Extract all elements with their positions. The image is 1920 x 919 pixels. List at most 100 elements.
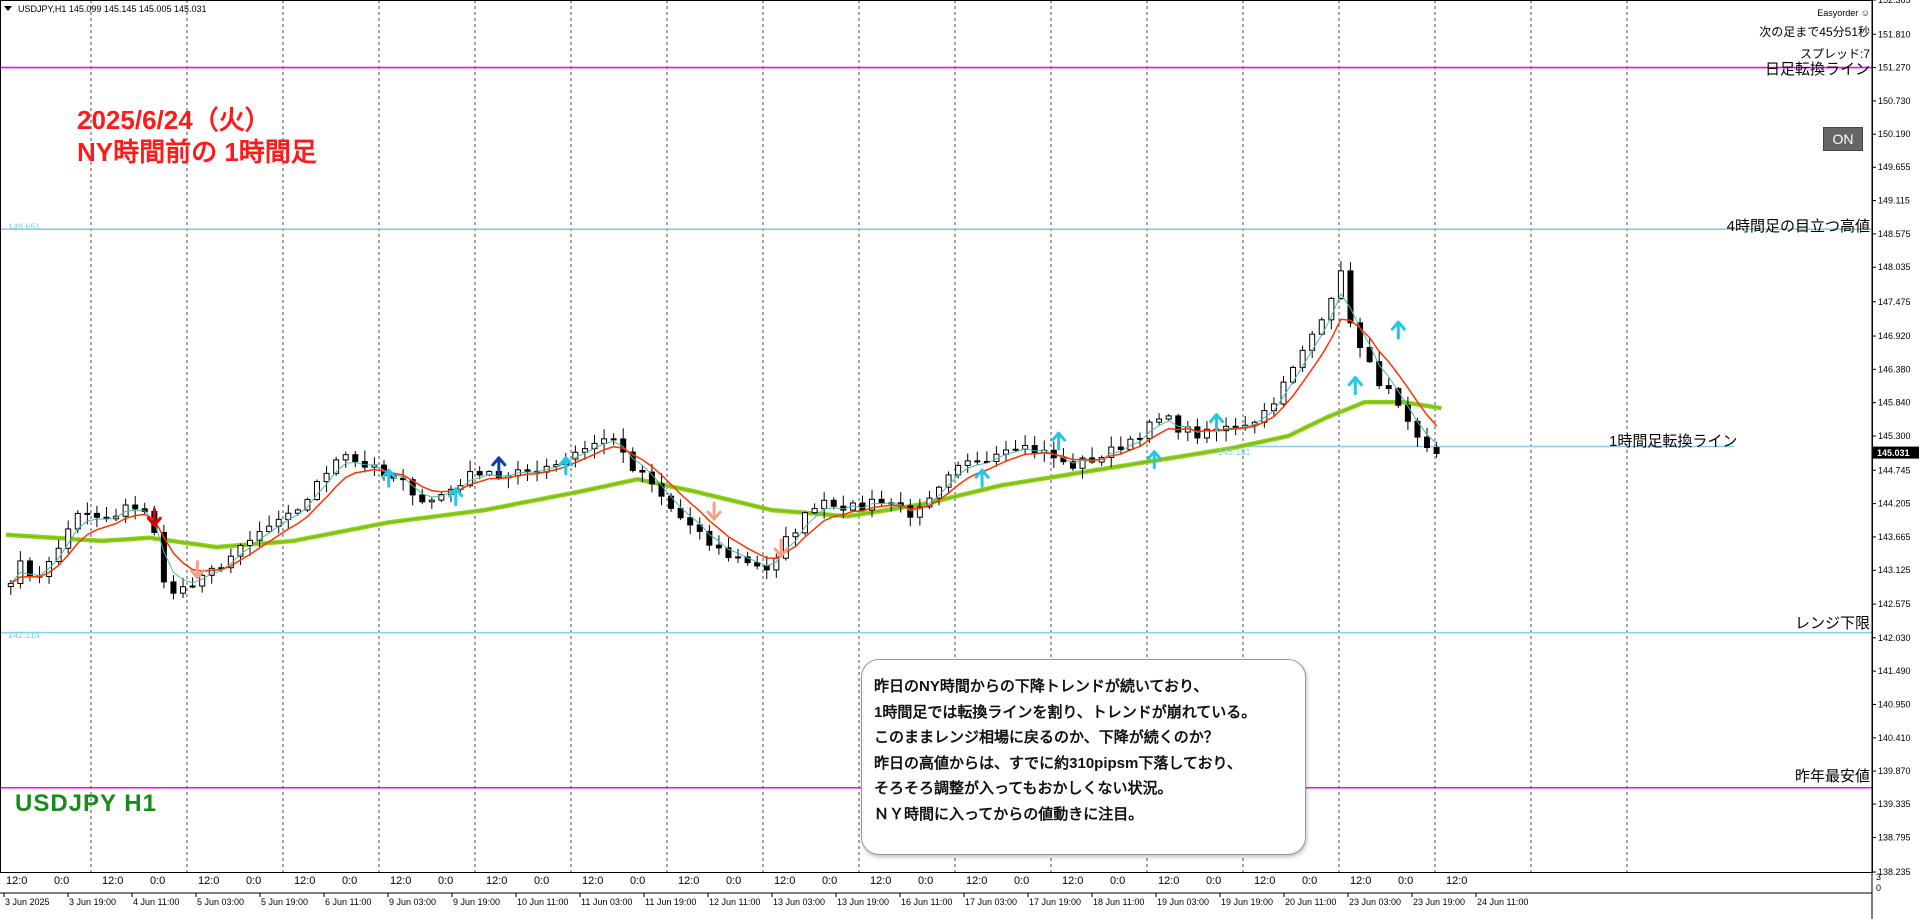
candle-body: [227, 555, 234, 569]
y-tick-label: 139.335: [1878, 799, 1911, 809]
y-tick-label: 144.205: [1878, 499, 1911, 509]
y-tick-label: 138.235: [1878, 867, 1911, 877]
candle: [1098, 455, 1105, 466]
candle-body: [84, 512, 91, 515]
candle-body: [1357, 322, 1364, 349]
y-tick-label: 140.410: [1878, 733, 1911, 743]
x-minor-tick-label: 12:0: [198, 875, 219, 887]
x-major-tick-label: 5 Jun 19:00: [261, 897, 308, 907]
ea-on-button[interactable]: ON: [1823, 127, 1863, 151]
candle-body: [1165, 415, 1172, 420]
candle-body: [1433, 447, 1440, 454]
candle: [658, 473, 665, 506]
candle-body: [859, 502, 866, 511]
candle: [983, 451, 990, 464]
x-minor-tick-label: 0:0: [630, 875, 645, 887]
candle: [7, 579, 14, 595]
next-bar-timer: 次の足まで45分51秒: [1759, 25, 1870, 39]
spread-readout: スプレッド:7: [1799, 47, 1870, 61]
fast-ma-line: [10, 318, 1438, 585]
candle: [1328, 297, 1335, 330]
candle: [227, 548, 234, 574]
candle-body: [1156, 418, 1163, 423]
dropdown-icon[interactable]: [4, 6, 12, 11]
x-minor-tick-label: 12:0: [1158, 875, 1179, 887]
note-line: 昨日の高値からは、すでに約310pipsm下落しており、: [874, 754, 1242, 772]
symbol-label: USDJPY H1: [15, 790, 157, 817]
candle: [945, 471, 952, 495]
candle-body: [639, 469, 646, 473]
candle: [715, 535, 722, 555]
candle: [1184, 421, 1191, 442]
candle: [1404, 396, 1411, 430]
x-axis-ticks: 12:0 0:0 12:0 0:0 12:0 0:0 12:0 0:0 12:0 0:0 12:0 0…: [3, 875, 1528, 907]
x-minor-tick-label: 0:0: [54, 875, 69, 887]
slow-ma-core: [5, 401, 1442, 548]
candle-body: [1328, 297, 1335, 321]
x-minor-tick-label: 12:0: [678, 875, 699, 887]
candle: [1299, 345, 1306, 373]
candle: [409, 476, 416, 506]
ea-name: Easyorder ☺: [1817, 8, 1870, 18]
candle: [1424, 427, 1431, 452]
x-major-tick-label: 10 Jun 11:00: [517, 897, 568, 907]
candle: [1357, 317, 1364, 358]
candle: [1270, 397, 1277, 416]
candle-body: [199, 574, 206, 587]
candle-body: [1203, 428, 1210, 439]
candle-body: [802, 512, 809, 534]
candle-body: [1117, 446, 1124, 450]
candle: [1136, 432, 1143, 446]
candle: [256, 521, 263, 549]
candle-body: [189, 585, 196, 588]
candle-body: [811, 508, 818, 514]
candle-body: [1031, 445, 1038, 454]
candle-body: [715, 544, 722, 549]
x-minor-tick-label: 0:0: [1398, 875, 1413, 887]
candle: [802, 511, 809, 536]
candle-body: [821, 499, 828, 510]
x-major-tick-label: 9 Jun 19:00: [453, 897, 500, 907]
candle: [1165, 414, 1172, 421]
candle-body: [1079, 457, 1086, 469]
x-major-tick-label: 11 Jun 19:00: [645, 897, 696, 907]
candle: [964, 453, 971, 473]
y-tick-label: 147.475: [1878, 297, 1911, 307]
x-major-tick-label: 20 Jun 11:00: [1285, 897, 1336, 907]
candle-body: [744, 556, 751, 564]
candle: [859, 495, 866, 512]
candle-body: [907, 505, 914, 518]
candle-body: [1069, 461, 1076, 469]
candle: [1203, 421, 1210, 443]
x-major-tick-label: 24 Jun 11:00: [1477, 897, 1528, 907]
y-tick-label: 142.030: [1878, 633, 1911, 643]
candle-body: [93, 512, 100, 518]
candle-body: [1347, 270, 1354, 324]
commentary-note: 昨日のNY時間からの下降トレンドが続いており、 1時間足では転換ラインを割り、ト…: [861, 659, 1306, 855]
x-major-tick-label: 11 Jun 03:00: [581, 897, 632, 907]
y-tick-label: 145.840: [1878, 398, 1911, 408]
candle-body: [878, 498, 885, 504]
signal-arrow: [1390, 320, 1406, 340]
x-major-tick-label: 23 Jun 19:00: [1413, 897, 1465, 907]
y-tick-label: 146.380: [1878, 364, 1911, 374]
candle: [744, 551, 751, 566]
candle-body: [342, 454, 349, 461]
candle: [1385, 378, 1392, 395]
candle-body: [1012, 448, 1019, 451]
candle-body: [945, 474, 952, 488]
candle-body: [572, 451, 579, 460]
x-major-tick-label: 5 Jun 03:00: [197, 897, 244, 907]
candle: [524, 464, 531, 481]
candle: [993, 446, 1000, 467]
x-minor-tick-label: 12:0: [1254, 875, 1275, 887]
candle-body: [1337, 270, 1344, 299]
candle: [629, 447, 636, 473]
x-major-tick-label: 6 Jun 11:00: [325, 897, 371, 907]
candle-body: [696, 524, 703, 532]
candle: [907, 498, 914, 527]
candle: [419, 488, 426, 505]
note-line: ＮＹ時間に入ってからの値動きに注目。: [874, 805, 1144, 823]
candle-body: [180, 586, 187, 594]
